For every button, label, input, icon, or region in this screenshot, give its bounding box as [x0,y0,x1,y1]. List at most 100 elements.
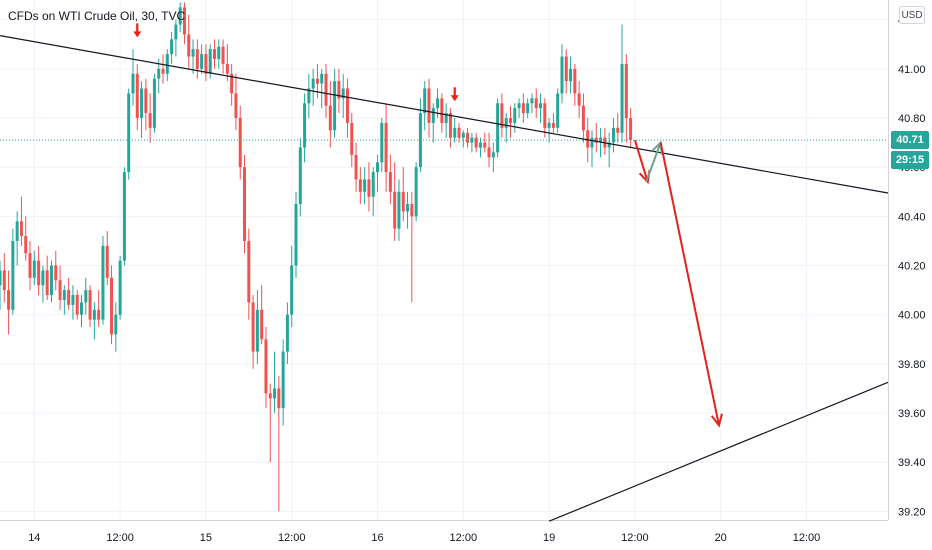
candle-body-up [363,179,367,192]
candle-body-down [427,88,431,123]
candle-body-up [461,132,465,138]
candle-body-down [195,49,199,69]
candle-body-down [577,93,581,106]
candle-body-up [504,118,508,128]
candle-body-up [341,88,345,99]
candle-body-up [556,93,560,128]
candle-body-up [414,167,418,217]
candle-body-down [251,302,255,352]
current-price-badge: 40.71 [891,131,929,150]
candle-body-up [530,98,534,104]
candle-body-up [84,290,88,303]
price-axis-label: 39.80 [898,359,926,371]
candle-body-up [496,103,500,153]
candle-body-down [543,103,547,128]
candle-body-up [217,46,221,60]
candle-body-up [611,127,615,143]
candle-body-up [11,240,15,310]
candle-body-up [590,137,594,148]
candle-body-down [247,240,251,303]
candle-body-down [75,295,79,315]
candle-body-down [161,68,165,74]
arrow-projected-drop[interactable] [633,139,649,183]
candle-body-down [7,290,11,310]
candle-body-down [500,103,504,128]
price-axis-label: 40.20 [898,261,926,273]
candle-body-up [285,314,289,352]
candle-body-down [616,127,620,133]
candle-body-down [457,127,461,138]
currency-button[interactable]: USD [899,6,925,24]
arrow-projected-retest[interactable] [645,142,662,183]
candle-body-down [24,236,28,254]
candle-body-down [110,277,114,335]
lower-trendline[interactable] [548,381,889,522]
arrow-projected-target[interactable] [659,142,720,426]
candle-body-up [298,147,302,205]
time-axis-label: 16 [371,532,383,544]
candle-body-down [474,137,478,148]
candle-body-up [208,49,212,74]
candle-body-down [37,260,41,286]
candle-body-down [534,98,538,109]
candle-body-down [508,118,512,123]
candle-body-down [277,388,281,409]
time-axis-label: 12:00 [278,532,306,544]
candle-body-down [182,7,186,35]
candle-body-down [225,63,229,74]
candle-body-up [303,103,307,148]
candle-body-down [2,270,6,291]
candle-body-down [624,63,628,119]
candle-body-up [376,162,380,173]
candle-body-up [453,127,457,138]
time-axis-label: 12:00 [793,532,821,544]
candle-body-down [268,393,272,399]
candle-body-up [607,142,611,148]
upper-trendline[interactable] [0,35,889,194]
candle-body-up [406,204,410,212]
candle-body-up [281,351,285,409]
candle-body-down [410,204,414,217]
candle-body-down [564,56,568,82]
time-axis-label: 12:00 [621,532,649,544]
arrow-projected-target-head [710,413,723,428]
candle-body-down [586,130,590,148]
down-marker-2-head [450,95,459,102]
candle-body-up [431,108,435,123]
candle-body-up [294,204,298,266]
candle-body-up [122,172,126,261]
candle-body-down [384,122,388,173]
candle-body-up [15,221,19,241]
candle-body-down [573,68,577,94]
candle-body-down [243,167,247,241]
candle-body-down [212,49,216,60]
candle-body-down [328,105,332,131]
time-axis-label: 19 [543,532,555,544]
candle-body-down [144,88,148,114]
candle-body-up [478,142,482,148]
candle-body-down [448,113,452,138]
candle-body-up [513,108,517,123]
candle-body-down [230,73,234,94]
down-marker-1-head [133,31,142,38]
candle-body-up [423,88,427,114]
candle-body-up [71,295,75,305]
candle-body-up [526,103,530,114]
candle-body-up [92,309,96,320]
candle-body-down [19,221,23,237]
chart-title: CFDs on WTI Crude Oil, 30, TVC [8,9,186,23]
candle-body-down [354,154,358,180]
candle-body-down [388,172,392,192]
candle-body-up [32,260,36,278]
candle-body-up [131,73,135,94]
price-axis-label: 40.40 [898,211,926,223]
candle-body-down [260,309,264,340]
candle-body-up [371,172,375,197]
candle-body-down [135,73,139,119]
price-axis-label: 39.60 [898,408,926,420]
candle-body-down [487,147,491,158]
candle-body-up [174,24,178,40]
candle-body-up [0,270,2,286]
